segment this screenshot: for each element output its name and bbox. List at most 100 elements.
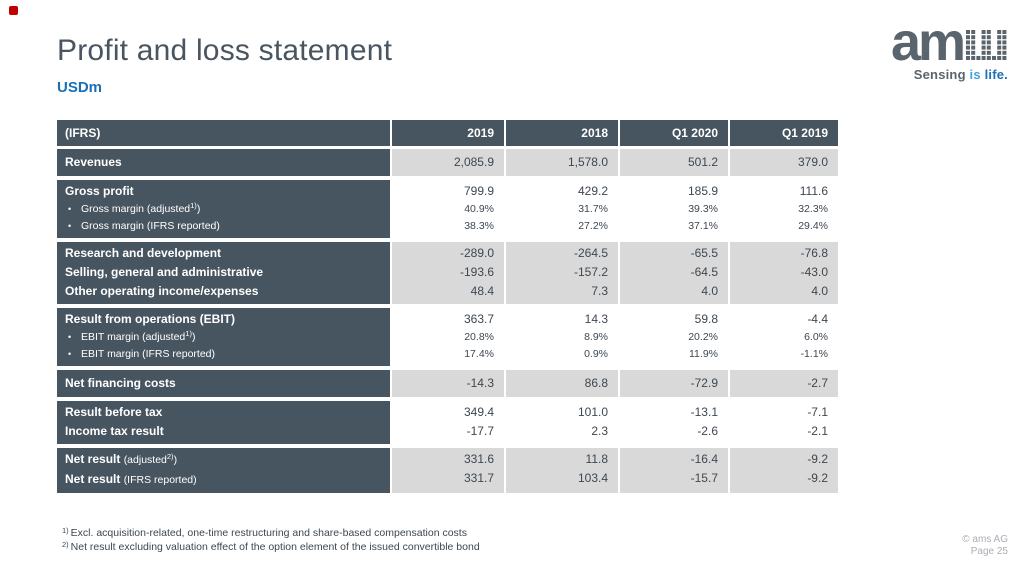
row-label: Gross profit xyxy=(65,182,384,201)
row-value: 27.2% xyxy=(578,220,608,232)
footnote-text: Net result excluding valuation effect of… xyxy=(70,540,480,553)
header-col: Q1 2019 xyxy=(730,120,838,146)
tagline-word: is xyxy=(969,67,981,82)
value-cell: -76.8 -43.0 4.0 xyxy=(730,242,838,304)
label-text: Net financing costs xyxy=(65,376,176,390)
value-cell: 185.9 39.3% 37.1% xyxy=(620,180,728,238)
row-value: -43.0 xyxy=(800,265,828,279)
label-text: Income tax result xyxy=(65,424,164,438)
value-cell: 11.8 103.4 xyxy=(506,448,618,493)
label-text: (adjusted xyxy=(123,454,167,466)
label-text: ) xyxy=(173,454,178,466)
value-cell: 101.0 2.3 xyxy=(506,401,618,444)
ams-logo: am Sensing is life. xyxy=(891,15,1008,82)
row-label: Result from operations (EBIT) xyxy=(65,310,384,329)
row-value: -13.1 xyxy=(690,405,718,419)
value-cell: 429.2 31.7% 27.2% xyxy=(506,180,618,238)
header-ifrs-label: (IFRS) xyxy=(57,120,390,146)
value-cell: 799.9 40.9% 38.3% xyxy=(392,180,504,238)
row-value: -9.2 xyxy=(807,452,828,466)
label-text: Other operating income/expenses xyxy=(65,284,259,298)
row-value: 59.8 xyxy=(694,312,718,326)
label-text: Gross margin (adjusted xyxy=(81,203,191,215)
row-value: 185.9 xyxy=(687,184,718,198)
row-value: 38.3% xyxy=(464,220,494,232)
row-value: 103.4 xyxy=(577,471,608,485)
table-row-block: Net financing costs -14.3 86.8 -72.9 -2.7 xyxy=(57,370,838,397)
row-label: Net financing costs xyxy=(65,374,384,393)
table-body: Revenues 2,085.9 1,578.0 501.2 379.0 Gross pr… xyxy=(57,149,838,493)
tagline-word: life. xyxy=(984,67,1008,82)
row-value: 363.7 xyxy=(463,312,494,326)
row-value: 39.3% xyxy=(688,203,718,215)
row-value: -14.3 xyxy=(466,376,494,390)
row-value: -17.7 xyxy=(466,424,494,438)
row-value: -2.1 xyxy=(807,424,828,438)
row-value: -15.7 xyxy=(690,471,718,485)
row-label: Revenues xyxy=(65,153,384,172)
value-cell: 331.6 331.7 xyxy=(392,448,504,493)
value-cell: -9.2 -9.2 xyxy=(730,448,838,493)
value-cell: -65.5 -64.5 4.0 xyxy=(620,242,728,304)
row-value: -7.1 xyxy=(807,405,828,419)
row-label-cell: Net financing costs xyxy=(57,370,390,397)
row-label-cell: Net result (adjusted2)) Net result (IFRS … xyxy=(57,448,390,493)
row-value: 1,578.0 xyxy=(567,155,608,169)
row-value: -2.7 xyxy=(807,376,828,390)
row-label: Income tax result xyxy=(65,422,384,441)
row-value: -72.9 xyxy=(690,376,718,390)
label-text: Gross profit xyxy=(65,184,134,198)
label-text: Selling, general and administrative xyxy=(65,265,264,279)
bullet-icon: • xyxy=(68,221,72,231)
row-value: 17.4% xyxy=(464,348,494,360)
label-text: ) xyxy=(196,203,201,215)
label-text: Net result xyxy=(65,472,124,486)
row-label: Research and development xyxy=(65,244,384,263)
slide-footer: © ams AG Page 25 xyxy=(962,534,1008,558)
row-label-cell: Result from operations (EBIT) • EBIT margi… xyxy=(57,308,390,366)
row-value: 29.4% xyxy=(798,220,828,232)
footnote-marker: 2) xyxy=(62,539,69,549)
value-cell: 2,085.9 xyxy=(392,149,504,176)
value-cell: -4.4 6.0% -1.1% xyxy=(730,308,838,366)
label-text: (IFRS reported) xyxy=(123,474,197,486)
row-value: 331.7 xyxy=(463,471,494,485)
row-label: Result before tax xyxy=(65,403,384,422)
row-value: -289.0 xyxy=(459,246,494,260)
row-value: -9.2 xyxy=(807,471,828,485)
row-value: 20.8% xyxy=(464,331,494,343)
footnote-marker: 2) xyxy=(166,452,174,461)
table-row-block: Net result (adjusted2)) Net result (IFRS … xyxy=(57,448,838,493)
value-cell: -16.4 -15.7 xyxy=(620,448,728,493)
row-value: 101.0 xyxy=(577,405,608,419)
row-value: 6.0% xyxy=(804,331,828,343)
label-text: ) xyxy=(191,331,196,343)
header-col: 2018 xyxy=(506,120,618,146)
row-value: 48.4 xyxy=(470,284,494,298)
value-cell: 379.0 xyxy=(730,149,838,176)
value-cell: 349.4 -17.7 xyxy=(392,401,504,444)
row-value: -64.5 xyxy=(690,265,718,279)
row-label: Other operating income/expenses xyxy=(65,282,384,301)
row-label-cell: Research and development Selling, general… xyxy=(57,242,390,304)
label-text: Result from operations (EBIT) xyxy=(65,312,236,326)
row-value: 4.0 xyxy=(701,284,718,298)
row-value: 0.9% xyxy=(584,348,608,360)
table-row-block: Research and development Selling, general… xyxy=(57,242,838,304)
row-value: -1.1% xyxy=(800,348,828,360)
value-cell: 501.2 xyxy=(620,149,728,176)
table-row-block: Gross profit • Gross margin (adjusted 1)) • G… xyxy=(57,180,838,238)
table-header-row: (IFRS) 2019 2018 Q1 2020 Q1 2019 xyxy=(57,120,838,146)
tagline-word: Sensing xyxy=(913,67,966,82)
table-row-block: Revenues 2,085.9 1,578.0 501.2 379.0 xyxy=(57,149,838,176)
row-value: 331.6 xyxy=(463,452,494,466)
ams-tagline: Sensing is life. xyxy=(891,67,1008,82)
row-label: • EBIT margin (adjusted 1)) xyxy=(65,329,384,346)
value-cell: -14.3 xyxy=(392,370,504,397)
row-label: Selling, general and administrative xyxy=(65,263,384,282)
row-value: 32.3% xyxy=(798,203,828,215)
table-row-block: Result from operations (EBIT) • EBIT margi… xyxy=(57,308,838,366)
label-text: Result before tax xyxy=(65,405,163,419)
row-value: -2.6 xyxy=(697,424,718,438)
